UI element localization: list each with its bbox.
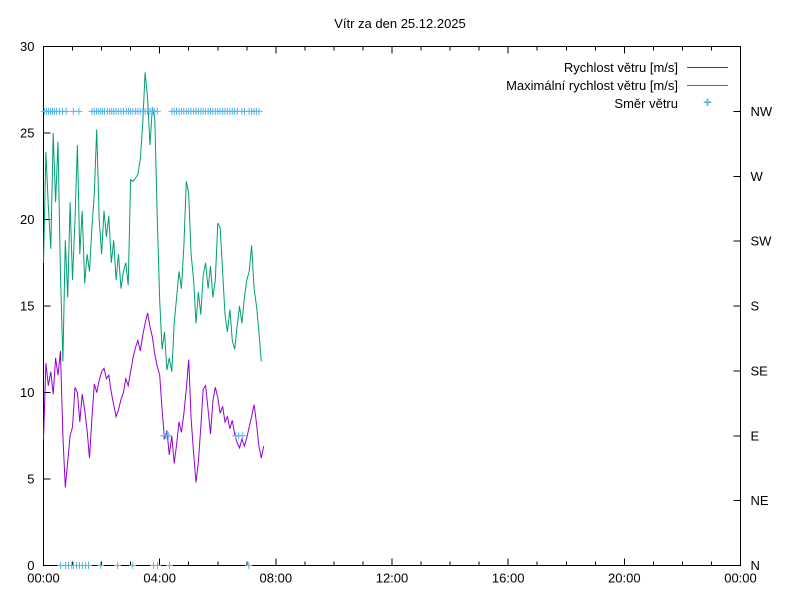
x-tick-label: 00:00: [724, 571, 757, 586]
legend-item-max-wind-speed: Maximální rychlost větru [m/s]: [506, 76, 728, 94]
legend-line-sample-wind-speed: [687, 66, 728, 68]
x-tick-label: 04:00: [143, 571, 176, 586]
x-tick-label: 12:00: [376, 571, 409, 586]
x-tick-label: 20:00: [608, 571, 641, 586]
legend-item-wind-speed: Rychlost větru [m/s]: [506, 58, 728, 76]
compass-tick-label: E: [751, 428, 760, 443]
plot-border: [43, 46, 741, 566]
y-left-tick-label: 15: [20, 299, 34, 314]
compass-tick-label: W: [751, 169, 764, 184]
legend-plus-marker-sample: +: [703, 94, 712, 111]
y-left-tick-label: 30: [20, 39, 34, 54]
y-right-ticks: [733, 110, 741, 566]
y-left-tick-label: 20: [20, 212, 34, 227]
chart-legend: Rychlost větru [m/s] Maximální rychlost …: [506, 58, 728, 112]
x-tick-label: 00:00: [27, 571, 60, 586]
x-tick-label: 08:00: [260, 571, 293, 586]
compass-tick-label: NW: [751, 104, 773, 119]
compass-tick-label: SE: [751, 363, 769, 378]
chart-title: Vítr za den 25.12.2025: [334, 16, 466, 31]
compass-tick-label: N: [751, 558, 760, 573]
series-line-1: [43, 72, 262, 372]
legend-label-max-wind-speed: Maximální rychlost větru [m/s]: [506, 77, 678, 93]
wind-direction-markers: [40, 107, 263, 569]
legend-label-wind-direction: Směr větru: [614, 95, 678, 111]
compass-tick-label: SW: [751, 234, 773, 249]
compass-tick-label: S: [751, 299, 760, 314]
legend-line-sample-max-wind-speed: [687, 84, 728, 86]
legend-item-wind-direction: Směr větru +: [506, 94, 728, 112]
compass-tick-label: NE: [751, 493, 769, 508]
y-left-ticks: [43, 46, 51, 566]
x-tick-label: 16:00: [492, 571, 525, 586]
y-left-tick-label: 0: [27, 558, 34, 573]
x-axis-ticks: [43, 46, 741, 566]
legend-label-wind-speed: Rychlost větru [m/s]: [563, 59, 678, 75]
series-line-0: [43, 312, 265, 488]
y-left-tick-label: 25: [20, 126, 34, 141]
y-left-tick-label: 5: [27, 472, 34, 487]
y-left-tick-label: 10: [20, 385, 34, 400]
